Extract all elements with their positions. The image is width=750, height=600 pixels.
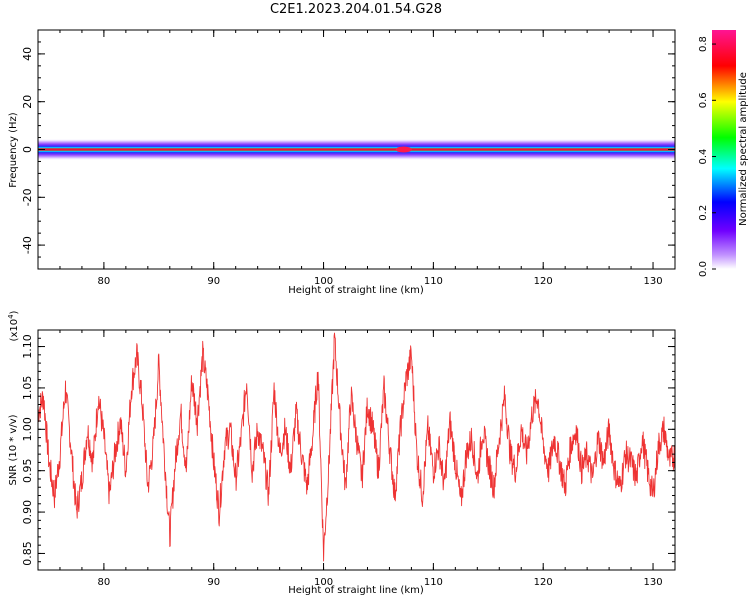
- spectrogram-x-tick-label: 100: [314, 276, 333, 287]
- colorbar-label: Normalized spectral amplitude: [738, 72, 749, 226]
- snr-y-tick-label: 0.95: [21, 458, 34, 483]
- colorbar-tick-label: 0.4: [698, 149, 709, 165]
- colorbar-tick-label: 0.8: [698, 36, 709, 52]
- spectrogram-y-axis-label: Frequency (Hz): [8, 112, 19, 188]
- colorbar-gradient: [712, 30, 736, 269]
- colorbar-tick-label: 0.0: [698, 261, 709, 277]
- snr-x-axis-label: Height of straight line (km): [288, 585, 424, 596]
- spectrogram-y-tick-label: 20: [21, 95, 34, 109]
- spectrogram-x-axis-label: Height of straight line (km): [288, 285, 424, 296]
- snr-series-line: [38, 332, 675, 562]
- snr-y-tick-label: 1.05: [21, 376, 34, 401]
- colorbar: 0.0 0.2 0.4 0.6 0.8 Normalized spectral ampl…: [698, 30, 749, 277]
- snr-panel: 80 90 100 110 120 130 0.85 0.90 0.95 1.00 1.05 1.10…: [7, 310, 676, 596]
- snr-x-tick-label: 120: [534, 577, 553, 588]
- spectrogram-x-tick-label: 120: [534, 276, 553, 287]
- snr-frame: [37, 329, 676, 571]
- spectrogram-y-tick-label: -20: [21, 188, 34, 206]
- spectrogram-x-tick-label: 90: [207, 276, 220, 287]
- chart-title: C2E1.2023.204.01.54.G28: [269, 2, 443, 17]
- snr-y-tick-label: 1.00: [21, 417, 34, 442]
- spectrogram-panel: 80 90 100 110 120 130 -40 -20 0 20 40 Height of st…: [8, 29, 676, 296]
- snr-y-axis-label: SNR (10 * v/v): [8, 414, 19, 485]
- snr-x-tick-label: 90: [207, 577, 220, 588]
- spectrogram-y-tick-label: 40: [21, 47, 34, 61]
- spectrogram-y-tick-label: -40: [21, 236, 34, 254]
- spectrogram-x-tick-label: 130: [643, 276, 662, 287]
- spectrogram-discontinuity: [395, 146, 412, 153]
- spectrogram-x-tick-label: 80: [98, 276, 111, 287]
- snr-y-tick-label: 0.90: [21, 500, 34, 525]
- snr-y-scale-label: (x104): [7, 310, 20, 341]
- snr-x-tick-label: 100: [314, 577, 333, 588]
- snr-x-tick-label: 130: [643, 577, 662, 588]
- spectrogram-y-tick-label: 0: [21, 146, 34, 153]
- snr-y-tick-label: 0.85: [21, 541, 34, 566]
- spectrogram-core-line: [38, 148, 675, 151]
- spectrogram-x-tick-label: 110: [424, 276, 443, 287]
- snr-x-tick-label: 110: [424, 577, 443, 588]
- snr-y-tick-label: 1.10: [21, 334, 34, 359]
- colorbar-tick-label: 0.6: [698, 92, 709, 108]
- snr-x-tick-label: 80: [98, 577, 111, 588]
- colorbar-tick-label: 0.2: [698, 205, 709, 221]
